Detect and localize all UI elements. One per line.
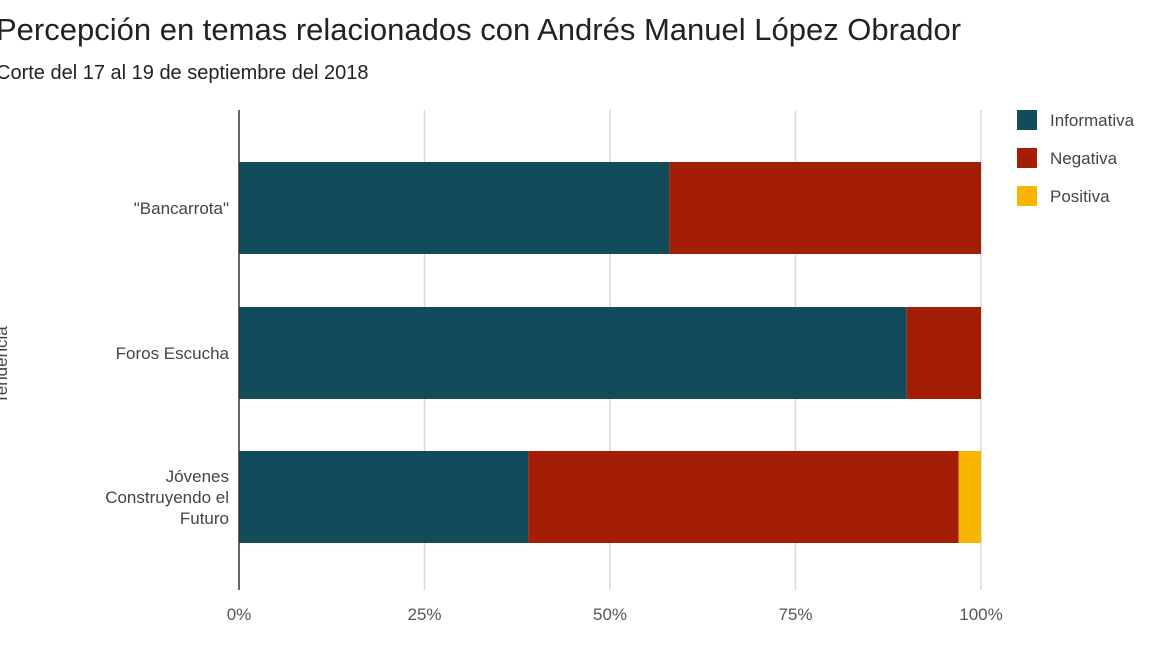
- legend-label-positiva: Positiva: [1050, 187, 1110, 206]
- legend-swatch-informativa: [1017, 110, 1037, 130]
- bar-segment-informativa: [239, 451, 529, 543]
- chart-title: Percepción en temas relacionados con And…: [0, 12, 962, 47]
- y-axis-title: Tendencia: [0, 326, 11, 404]
- category-label: Jóvenes Construyendo el Futuro: [105, 467, 229, 528]
- bars: [239, 162, 981, 543]
- chart-subtitle: Corte del 17 al 19 de septiembre del 201…: [0, 62, 369, 84]
- bar-segment-negativa: [906, 307, 981, 399]
- bar-segment-informativa: [239, 162, 670, 254]
- category-labels: "Bancarrota" Foros Escucha Jóvenes Construy…: [105, 199, 229, 528]
- category-label: "Bancarrota": [134, 199, 229, 218]
- x-tick-label: 75%: [778, 605, 812, 624]
- legend-swatch-negativa: [1017, 148, 1037, 168]
- x-tick-label: 25%: [407, 605, 441, 624]
- legend-label-informativa: Informativa: [1050, 111, 1135, 130]
- x-tick-labels: 0% 25% 50% 75% 100%: [227, 605, 1003, 624]
- legend: Informativa Negativa Positiva: [1017, 110, 1135, 206]
- bar-segment-negativa: [669, 162, 981, 254]
- legend-label-negativa: Negativa: [1050, 149, 1118, 168]
- x-tick-label: 100%: [959, 605, 1002, 624]
- x-tick-label: 50%: [593, 605, 627, 624]
- bar-segment-positiva: [958, 451, 981, 543]
- legend-swatch-positiva: [1017, 186, 1037, 206]
- x-tick-label: 0%: [227, 605, 252, 624]
- bar-segment-negativa: [528, 451, 959, 543]
- bar-segment-informativa: [239, 307, 907, 399]
- category-label: Foros Escucha: [116, 344, 230, 363]
